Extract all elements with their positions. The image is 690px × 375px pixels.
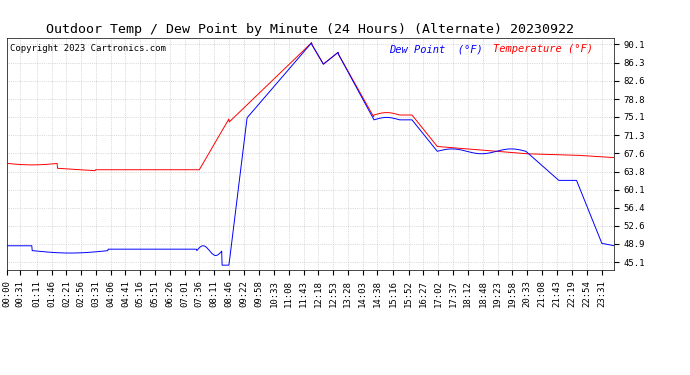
Title: Outdoor Temp / Dew Point by Minute (24 Hours) (Alternate) 20230922: Outdoor Temp / Dew Point by Minute (24 H… <box>46 23 575 36</box>
Text: Dew Point  (°F): Dew Point (°F) <box>389 45 483 54</box>
Text: Temperature (°F): Temperature (°F) <box>493 45 593 54</box>
Text: Copyright 2023 Cartronics.com: Copyright 2023 Cartronics.com <box>10 45 166 54</box>
